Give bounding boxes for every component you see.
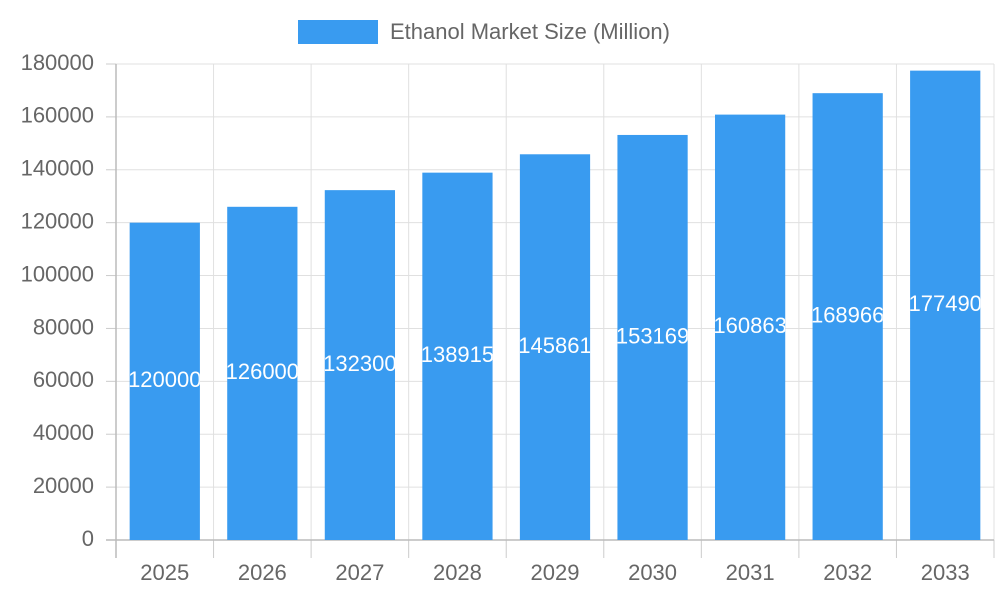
x-tick-label: 2028 [433,560,482,585]
bar [519,154,591,540]
x-tick-label: 2026 [238,560,287,585]
y-tick-label: 80000 [33,314,94,339]
x-tick-label: 2025 [140,560,189,585]
bar [812,93,883,540]
value-label: 138915 [421,342,494,367]
y-tick-label: 140000 [21,156,94,181]
bar [714,114,786,540]
bar [129,222,200,540]
value-label: 145861 [518,333,591,358]
y-tick-label: 60000 [33,367,94,392]
legend-swatch [298,20,378,44]
value-label: 177490 [909,291,982,316]
y-tick-label: 180000 [21,50,94,75]
x-tick-label: 2029 [531,560,580,585]
y-tick-label: 40000 [33,420,94,445]
y-tick-label: 0 [82,526,94,551]
bar [324,190,396,540]
bar [910,70,981,540]
y-tick-label: 100000 [21,261,94,286]
x-tick-label: 2032 [823,560,872,585]
bar [422,172,493,540]
bar [617,134,688,540]
value-label: 160863 [713,313,786,338]
y-tick-label: 120000 [21,208,94,233]
bar [227,206,298,541]
x-tick-label: 2033 [921,560,970,585]
y-tick-label: 160000 [21,103,94,128]
x-tick-label: 2031 [726,560,775,585]
legend-label: Ethanol Market Size (Million) [390,19,670,44]
value-label: 168966 [811,302,884,327]
value-label: 120000 [128,367,201,392]
y-tick-label: 20000 [33,473,94,498]
value-label: 126000 [226,359,299,384]
x-tick-label: 2027 [335,560,384,585]
value-label: 153169 [616,323,689,348]
value-label: 132300 [323,351,396,376]
x-tick-label: 2030 [628,560,677,585]
